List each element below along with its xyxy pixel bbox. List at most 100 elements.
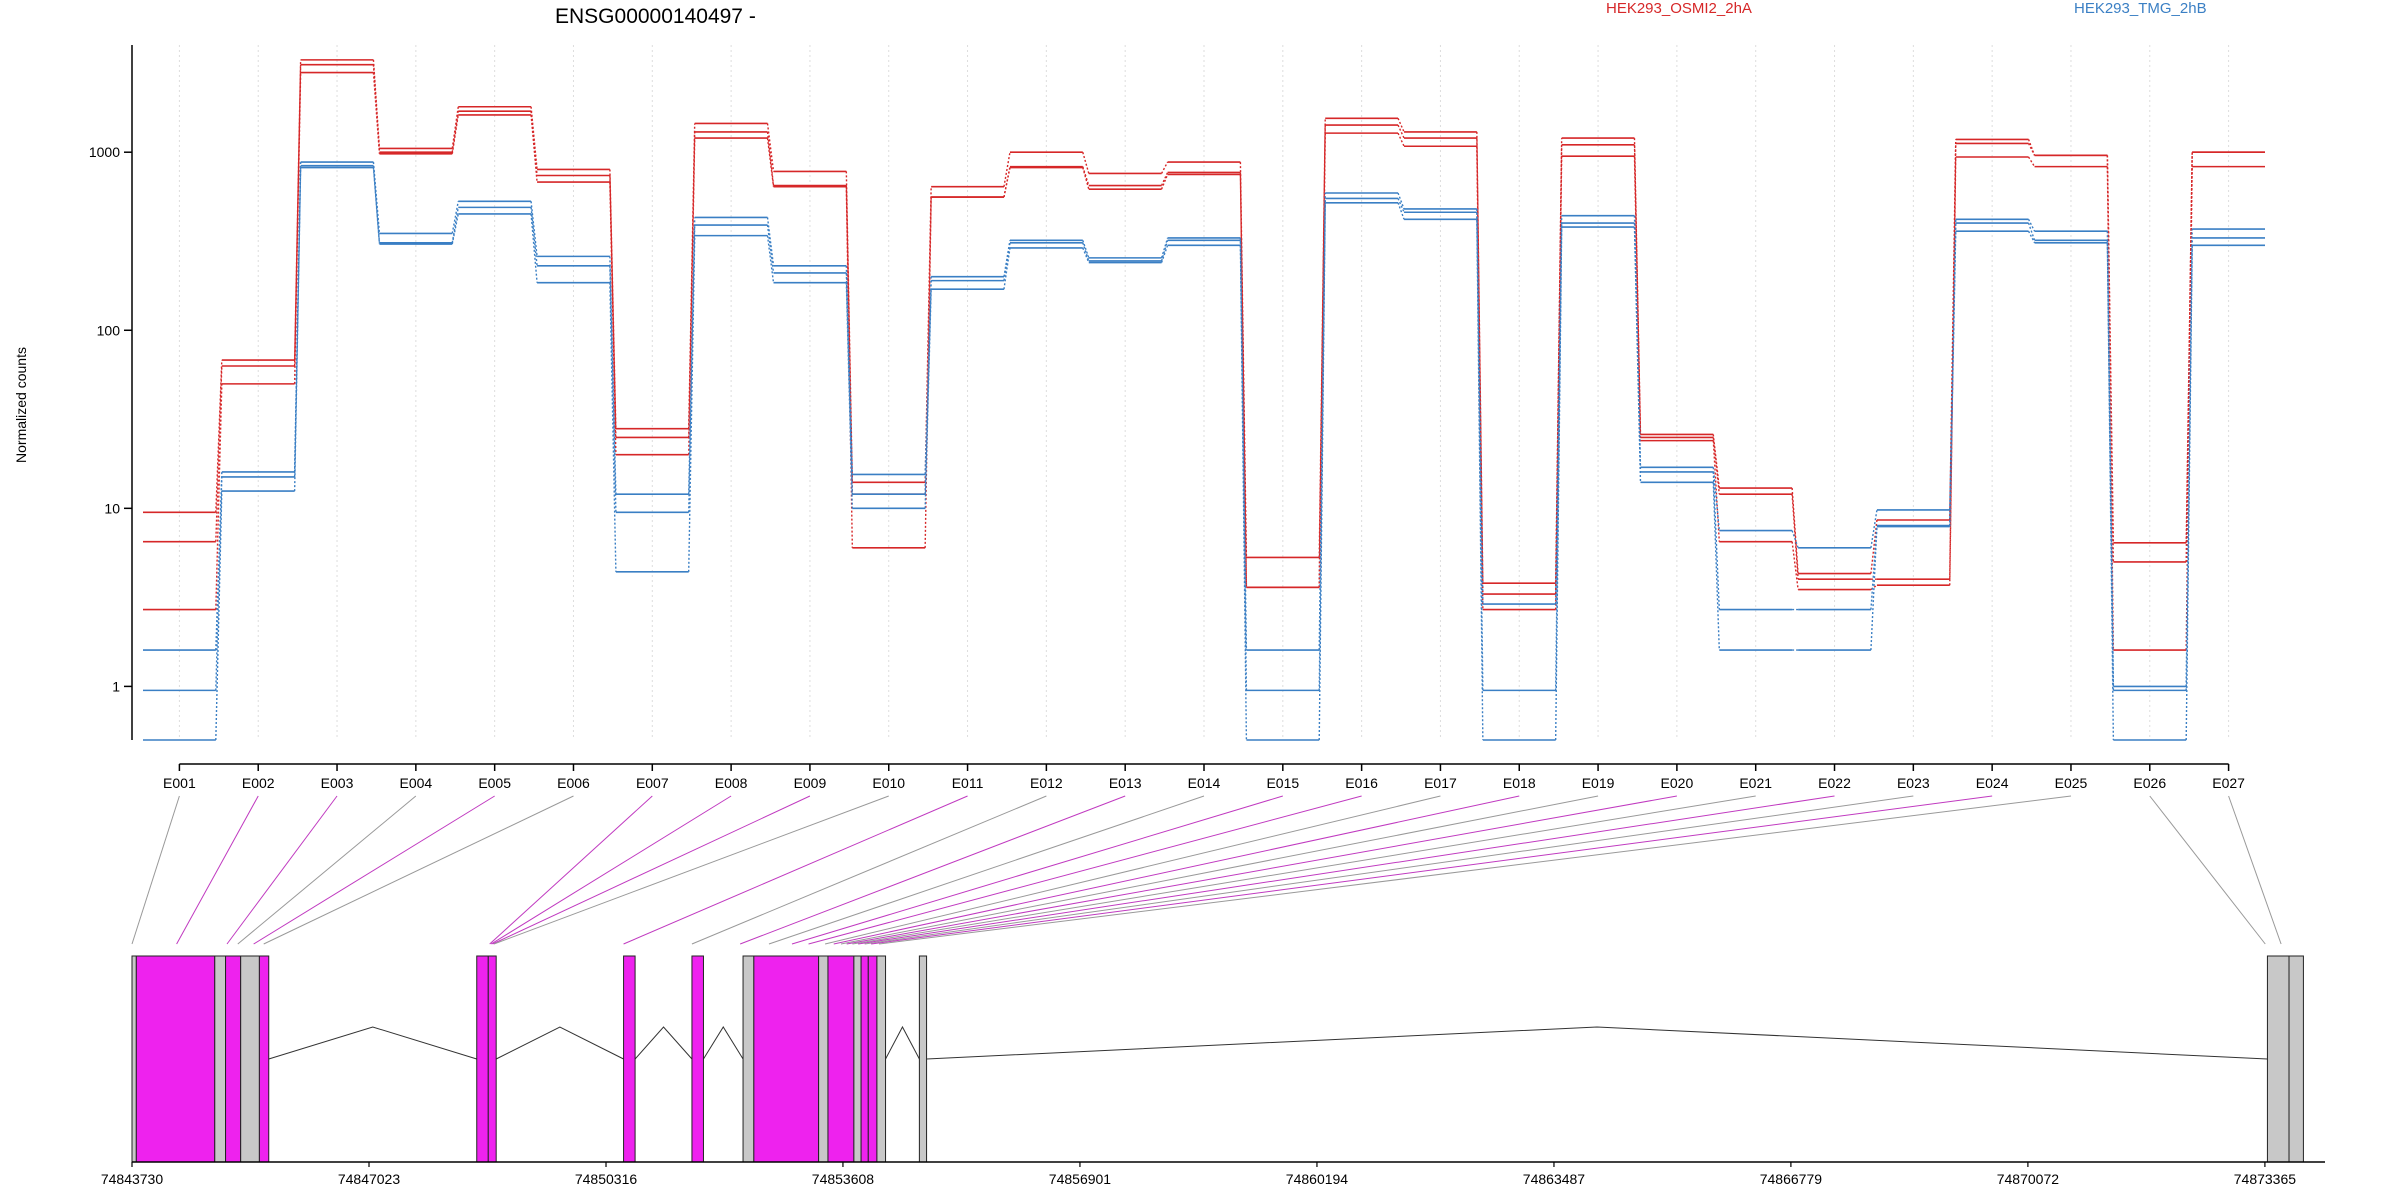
series-connector (1870, 519, 1878, 574)
series-connector (1318, 202, 1326, 741)
exon-connector (833, 795, 1520, 945)
x-tick-label: E006 (557, 775, 590, 791)
series-connector (1949, 156, 1957, 586)
series-connector (2106, 242, 2115, 741)
exon-block (918, 955, 928, 1163)
exon-block (214, 955, 227, 1163)
exon-block (867, 955, 878, 1163)
x-tick-label: E008 (715, 775, 748, 791)
series-connector (1554, 215, 1563, 605)
series-connector (766, 224, 775, 273)
exon-block (818, 955, 829, 1163)
exon-connector (490, 795, 732, 945)
series-connector (1712, 471, 1720, 610)
series-connector (451, 111, 459, 153)
legend-entry-osmi2: HEK293_OSMI2_2hA (1606, 0, 1752, 17)
exon-connector (768, 795, 1205, 945)
gene-tick-label: 74853608 (812, 1171, 875, 1187)
y-axis-label: Normalized counts (13, 347, 29, 463)
series-connector (2106, 240, 2115, 691)
series-connector (2185, 245, 2193, 741)
series-connector (451, 213, 459, 245)
exon-connector (840, 795, 1599, 945)
series-connector (688, 131, 696, 438)
series-connector (1870, 526, 1878, 651)
x-tick-label: E011 (952, 775, 984, 791)
exon-block (623, 955, 636, 1163)
grid-lines (178, 45, 2230, 740)
series-connector (372, 72, 381, 154)
series-connector (1160, 174, 1169, 190)
y-tick-label: 1000 (89, 144, 120, 160)
series-connector (1239, 174, 1248, 588)
series-connector (2027, 156, 2036, 167)
series-connector (372, 165, 381, 243)
series-connector (1554, 223, 1563, 691)
legend-entry-tmg: HEK293_TMG_2hB (2074, 0, 2207, 17)
gene-tick-label: 74847023 (338, 1171, 401, 1187)
x-tick-label: E012 (1030, 775, 1063, 791)
x-tick-label: E015 (1266, 775, 1299, 791)
series-connector (1397, 202, 1405, 220)
x-tick-label: E003 (321, 775, 354, 791)
x-tick-label: E026 (2133, 775, 2166, 791)
series-connector (1712, 482, 1720, 651)
x-tick-label: E009 (794, 775, 827, 791)
exon-connector (879, 795, 2072, 945)
gene-tick-label: 74866779 (1760, 1171, 1823, 1187)
exon-block (753, 955, 820, 1163)
series-connector (766, 131, 775, 186)
exon-connector (871, 795, 1993, 945)
x-tick-label: E001 (163, 775, 196, 791)
gene-tick-label: 74860194 (1286, 1171, 1349, 1187)
exon-connector (2228, 795, 2282, 945)
series-connector (451, 207, 459, 243)
exon-block (691, 955, 704, 1163)
series-connector (609, 282, 617, 572)
series-connector (215, 365, 223, 542)
series-connector (1003, 242, 1011, 281)
series-connector (924, 197, 932, 548)
gene-tick-label: 74863487 (1523, 1171, 1586, 1187)
exon-block (2266, 955, 2290, 1163)
series-connector (1160, 172, 1169, 186)
gene-tick-label: 74870072 (1997, 1171, 2060, 1187)
series-connector (1476, 146, 1484, 610)
exon-block (487, 955, 497, 1163)
exon-block (240, 955, 260, 1163)
series-connector (215, 383, 223, 610)
exon-connector (493, 795, 889, 945)
x-tick-label: E007 (636, 775, 669, 791)
x-tick-label: E027 (2212, 775, 2245, 791)
exon-connector (226, 795, 338, 945)
series-connector (2027, 230, 2036, 244)
gene-tick-label: 74873365 (2234, 1171, 2297, 1187)
x-tick-label: E013 (1109, 775, 1142, 791)
series-connector (2027, 222, 2036, 241)
intron-line (495, 1026, 624, 1060)
series-connector (688, 138, 696, 455)
series-connector (845, 282, 854, 509)
series-connector (1003, 152, 1011, 187)
x-tick-label: E024 (1976, 775, 2009, 791)
exon-connector (2149, 795, 2266, 945)
exon-connector (623, 795, 968, 945)
exon-connector (492, 795, 811, 945)
gene-tick-label: 74850316 (575, 1171, 638, 1187)
chart-title: ENSG00000140497 - (555, 5, 756, 28)
exon-block (853, 955, 862, 1163)
series-connector (1082, 242, 1090, 262)
series-connector (215, 476, 223, 691)
x-tick-label: E002 (242, 775, 275, 791)
series-connector (1397, 124, 1405, 139)
series-connector (1318, 118, 1326, 558)
series-connector (451, 201, 459, 234)
series-connector (1082, 247, 1090, 263)
series-connector (924, 289, 932, 509)
series-connector (1397, 118, 1405, 133)
x-tick-label: E021 (1739, 775, 1772, 791)
exon-connector (824, 795, 1441, 945)
exon-connector (253, 795, 495, 945)
y-tick-label: 1 (112, 678, 120, 694)
